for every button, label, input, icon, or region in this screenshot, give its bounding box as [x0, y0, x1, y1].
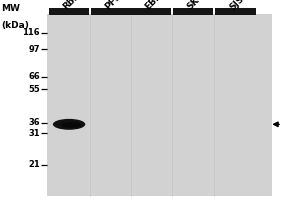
Bar	[215, 8, 256, 15]
Text: 21: 21	[28, 160, 40, 169]
Bar	[131, 8, 171, 15]
Text: PFSK-1: PFSK-1	[103, 0, 135, 12]
Text: 55: 55	[28, 85, 40, 94]
Bar	[47, 14, 272, 196]
Text: SJSA-1: SJSA-1	[228, 0, 258, 12]
Ellipse shape	[61, 122, 81, 128]
Text: 116: 116	[23, 28, 40, 37]
Ellipse shape	[53, 119, 85, 130]
Bar	[49, 8, 89, 15]
Text: 66: 66	[28, 72, 40, 81]
Text: EB2: EB2	[143, 0, 163, 12]
Text: 31: 31	[28, 129, 40, 138]
Text: (kDa): (kDa)	[1, 21, 29, 30]
Text: SK-N-SH: SK-N-SH	[185, 0, 221, 12]
Bar	[173, 8, 213, 15]
Text: 97: 97	[28, 45, 40, 54]
Text: 36: 36	[28, 118, 40, 127]
Text: MW: MW	[1, 4, 20, 13]
Text: Rb30: Rb30	[61, 0, 86, 12]
Bar	[91, 8, 132, 15]
